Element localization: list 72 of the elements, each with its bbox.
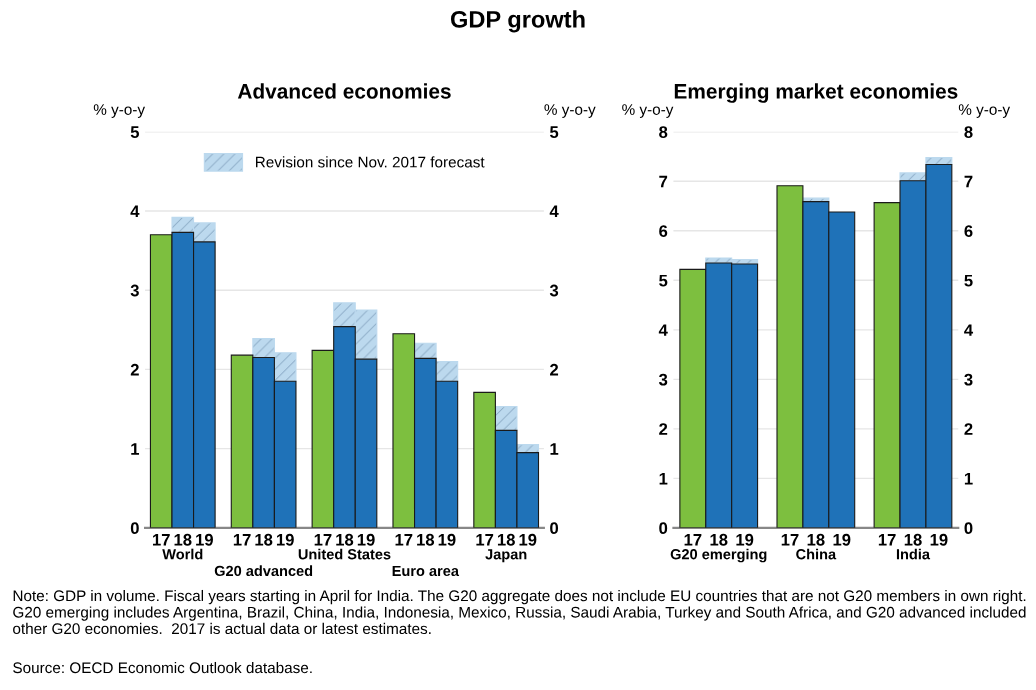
x-tick-label: 17 <box>878 534 896 546</box>
y2-tick-label: 8 <box>964 126 973 138</box>
y-tick-label: 1 <box>131 443 140 455</box>
y2-tick-label: 4 <box>549 205 559 218</box>
y2-tick-label: 3 <box>964 373 973 386</box>
y-tick-label: 0 <box>659 522 668 535</box>
y-tick-label: 3 <box>658 373 668 386</box>
y-tick-label: 0 <box>130 522 139 535</box>
y-tick-label: 4 <box>658 324 668 336</box>
text: Note: GDP in volume. Fiscal years starting in April for India. The G20 aggregate does not include EU countries that are not G20 members in own right. G20 emerging includes Argentina, Brazil, China, India, Indonesia, Mexico, Russia, Saudi Arabia, Turkey and South Africa, and G20 advanced included other G20 economies. 2017 is actual data or latest estimates. <box>13 589 1026 635</box>
x-tick-label: 19 <box>276 533 294 546</box>
x-tick-label: 18 <box>710 533 728 546</box>
chart-title: GDP growth <box>450 10 585 33</box>
y2-tick-label: 1 <box>964 472 973 485</box>
x-tick-label: 18 <box>174 533 192 546</box>
y2-tick-label: 3 <box>549 284 559 297</box>
x-tick-label: 19 <box>833 533 851 546</box>
x-tick-label: 19 <box>930 533 948 546</box>
y2-axis-title: % y-o-y <box>544 104 596 118</box>
x-tick-label: 17 <box>152 534 170 546</box>
y2-axis-title: % y-o-y <box>958 104 1011 118</box>
y-tick-label: 7 <box>659 175 668 188</box>
y-tick-label: 3 <box>130 284 139 297</box>
text: United States <box>298 548 391 560</box>
y-tick-label: 5 <box>130 126 140 138</box>
y2-tick-label: 0 <box>964 522 973 535</box>
x-tick-label: 18 <box>417 533 435 546</box>
y-tick-label: 8 <box>659 126 668 138</box>
x-tick-label: 19 <box>519 533 537 546</box>
y2-tick-label: 6 <box>964 225 973 238</box>
x-tick-label: 17 <box>314 534 332 546</box>
x-tick-label: 17 <box>476 534 494 546</box>
x-tick-label: 19 <box>736 533 754 546</box>
x-tick-label: 19 <box>196 533 213 546</box>
y2-tick-label: 2 <box>550 363 559 376</box>
y2-tick-label: 4 <box>964 324 974 336</box>
y-tick-label: 1 <box>659 472 668 485</box>
x-tick-label: 17 <box>395 534 413 546</box>
source-note: Source: OECD Economic Outlook database. <box>13 661 312 674</box>
x-tick-label: 18 <box>497 533 515 546</box>
y-axis-title: % y-o-y <box>93 104 146 118</box>
x-tick-label: 17 <box>684 534 702 546</box>
chart-title: Emerging market economies <box>674 83 958 103</box>
x-tick-label: 18 <box>904 533 922 546</box>
y2-tick-label: 7 <box>964 175 973 188</box>
text: China <box>796 548 837 560</box>
chart-subtitle: Advanced economies <box>237 83 451 99</box>
x-tick-label: 17 <box>781 534 799 546</box>
y-axis-title: % y-o-y <box>622 104 674 118</box>
y-tick-label: 2 <box>659 423 668 435</box>
x-tick-label: 19 <box>438 533 456 546</box>
y-tick-label: 4 <box>130 205 140 218</box>
text: World <box>162 548 203 560</box>
text: India <box>896 548 931 560</box>
x-tick-label: 18 <box>807 533 825 546</box>
text: G20 emerging <box>670 548 767 563</box>
y2-tick-label: 0 <box>550 522 559 535</box>
y2-tick-label: 2 <box>964 423 973 435</box>
text: G20 advanced <box>214 565 313 577</box>
x-tick-label: 17 <box>233 534 251 546</box>
text: Japan <box>485 549 527 563</box>
y2-tick-label: 5 <box>549 126 559 138</box>
y-tick-label: 2 <box>130 363 139 376</box>
x-tick-label: 19 <box>357 533 375 546</box>
y-tick-label: 6 <box>659 225 668 238</box>
x-tick-label: 18 <box>255 533 273 546</box>
y2-tick-label: 5 <box>964 274 973 287</box>
x-tick-label: 18 <box>336 533 354 546</box>
y2-tick-label: 1 <box>550 443 559 455</box>
text: Euro area <box>392 565 460 577</box>
legend-label: Revision since Nov. 2017 forecast <box>256 156 485 168</box>
y-tick-label: 5 <box>659 274 668 287</box>
